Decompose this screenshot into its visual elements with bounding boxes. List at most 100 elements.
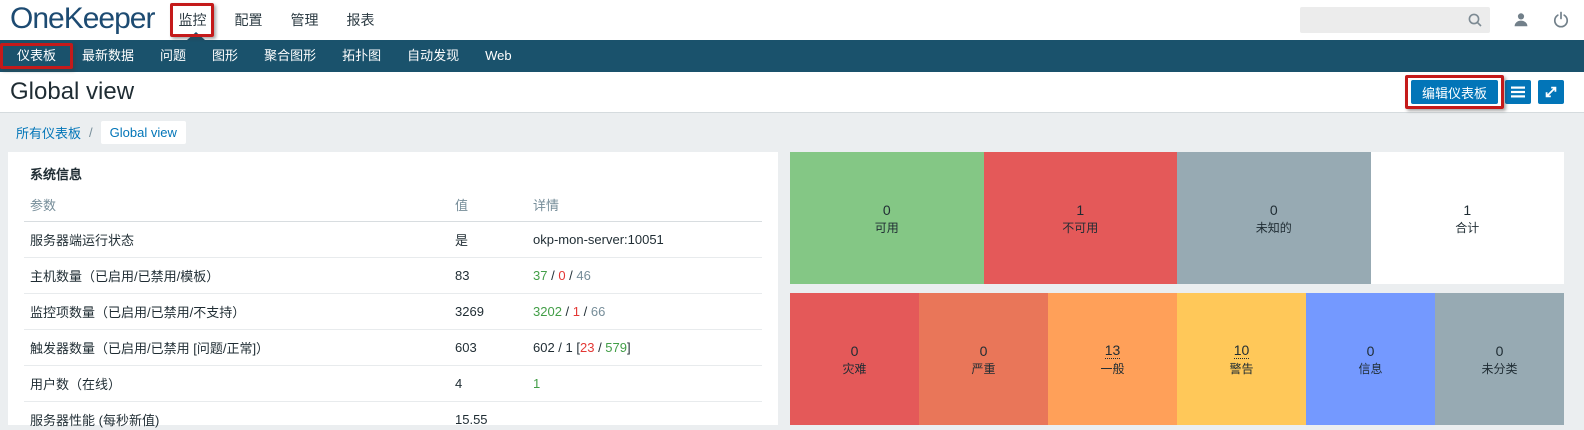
subnav-problems[interactable]: 问题 <box>147 40 199 72</box>
nav-monitoring[interactable]: 监控 <box>170 3 215 37</box>
severity-count: 0 <box>1495 342 1504 359</box>
detail-separator: / <box>594 340 606 355</box>
column-parameter: 参数 <box>24 189 449 222</box>
row-param: 服务器性能 (每秒新值) <box>24 401 449 430</box>
subnav-problems-label: 问题 <box>160 48 187 63</box>
table-row: 主机数量（已启用/已禁用/模板） 83 37 / 0 / 46 <box>24 257 762 294</box>
severity-cell-disaster: 0 灾难 <box>790 293 919 425</box>
detail-segment: 602 / 1 [ <box>533 340 580 355</box>
breadcrumb-current[interactable]: Global view <box>100 121 186 144</box>
subnav-screens-label: 聚合图形 <box>264 48 317 63</box>
avail-count: 0 <box>882 201 891 218</box>
title-actions: 编辑仪表板 <box>1404 75 1564 109</box>
expand-icon <box>1544 85 1558 99</box>
search-wrap <box>1300 7 1490 33</box>
row-param: 用户数（在线） <box>24 365 449 402</box>
avail-label: 不可用 <box>1062 220 1099 235</box>
avail-cell-unknown: 0 未知的 <box>1177 152 1371 284</box>
logout-icon[interactable] <box>1552 11 1570 29</box>
row-param: 服务器端运行状态 <box>24 221 449 258</box>
nav-administration[interactable]: 管理 <box>290 10 318 30</box>
subnav-dashboard-label: 仪表板 <box>17 48 57 63</box>
severity-count: 0 <box>850 342 859 359</box>
severity-cell-warning: 10 警告 <box>1177 293 1306 425</box>
system-info-table: 参数 值 详情 服务器端运行状态 是 okp-mon-server:10051 … <box>24 189 762 430</box>
dashboard-menu-button[interactable] <box>1505 80 1531 104</box>
title-bar: Global view 编辑仪表板 <box>0 72 1584 113</box>
table-header-row: 参数 值 详情 <box>24 189 762 222</box>
active-nav-pointer <box>187 32 205 40</box>
row-value: 603 <box>449 329 527 366</box>
column-value: 值 <box>449 189 527 222</box>
detail-segment: 23 <box>579 340 595 355</box>
row-value: 4 <box>449 365 527 402</box>
table-row: 用户数（在线） 4 1 <box>24 365 762 402</box>
subnav-web-label: Web <box>485 48 512 63</box>
subnav-maps[interactable]: 拓扑图 <box>329 40 394 72</box>
fullscreen-button[interactable] <box>1538 80 1564 104</box>
detail-segment: 0 <box>558 268 566 283</box>
breadcrumb-all-dashboards[interactable]: 所有仪表板 <box>16 126 82 141</box>
edit-dashboard-button[interactable]: 编辑仪表板 <box>1404 75 1504 109</box>
severity-cell-information: 0 信息 <box>1306 293 1435 425</box>
detail-segment: 66 <box>590 304 606 319</box>
avail-cell-unavailable: 1 不可用 <box>983 152 1177 284</box>
severity-label: 灾难 <box>842 361 867 376</box>
subnav-dashboard[interactable]: 仪表板 <box>0 40 74 72</box>
detail-segment: ] <box>627 340 631 355</box>
row-value: 83 <box>449 257 527 294</box>
severity-count-link[interactable]: 10 <box>1233 342 1250 359</box>
search-input[interactable] <box>1300 7 1490 33</box>
row-param: 主机数量（已启用/已禁用/模板） <box>24 257 449 294</box>
page-title: Global view <box>10 78 135 105</box>
severity-label: 一般 <box>1100 362 1125 376</box>
subnav-maps-label: 拓扑图 <box>342 48 382 63</box>
breadcrumb-separator: / <box>89 125 93 140</box>
severity-label: 警告 <box>1229 362 1254 376</box>
avail-count: 0 <box>1269 201 1278 218</box>
subnav-screens[interactable]: 聚合图形 <box>251 40 329 72</box>
detail-segment: 37 <box>533 268 548 283</box>
severity-count: 0 <box>979 342 988 359</box>
nav-configuration-label: 配置 <box>234 12 263 28</box>
table-row: 触发器数量（已启用/已禁用 [问题/正常]） 603 602 / 1 [23 /… <box>24 329 762 366</box>
subnav-graphs[interactable]: 图形 <box>199 40 251 72</box>
detail-segment: 579 <box>605 340 627 355</box>
column-details: 详情 <box>527 189 762 222</box>
avail-cell-total: 1 合计 <box>1370 152 1564 284</box>
edit-dashboard-label: 编辑仪表板 <box>1421 85 1487 101</box>
detail-separator: / <box>565 268 577 283</box>
search-icon[interactable] <box>1467 12 1483 28</box>
subnav-graphs-label: 图形 <box>212 48 239 63</box>
system-info-title: 系统信息 <box>30 167 83 182</box>
subnav-latest-data[interactable]: 最新数据 <box>69 40 147 72</box>
avail-count: 1 <box>1463 201 1472 218</box>
nav-reports[interactable]: 报表 <box>346 10 374 30</box>
avail-label: 可用 <box>874 220 899 235</box>
detail-segment: 46 <box>576 268 591 283</box>
severity-count-link[interactable]: 13 <box>1104 342 1121 359</box>
user-icon[interactable] <box>1512 11 1530 29</box>
table-row: 服务器端运行状态 是 okp-mon-server:10051 <box>24 221 762 258</box>
header-right <box>1300 7 1570 33</box>
breadcrumb: 所有仪表板 / Global view <box>0 113 1584 152</box>
subnav-web[interactable]: Web <box>472 40 525 72</box>
subnav-discovery[interactable]: 自动发现 <box>394 40 472 72</box>
top-nav: 监控 配置 管理 报表 <box>170 3 374 37</box>
detail-separator: / <box>547 268 559 283</box>
severity-cell-high: 0 严重 <box>919 293 1048 425</box>
severity-label: 信息 <box>1358 361 1383 376</box>
widget-host-availability: 0 可用 1 不可用 0 未知的 1 合计 <box>790 152 1564 284</box>
table-row: 服务器性能 (每秒新值) 15.55 <box>24 401 762 430</box>
detail-separator: / <box>580 304 591 319</box>
detail-segment: okp-mon-server:10051 <box>533 232 664 247</box>
severity-cell-average: 13 一般 <box>1048 293 1177 425</box>
detail-separator: / <box>561 304 573 319</box>
row-details-empty <box>527 401 762 430</box>
sub-nav: 仪表板 最新数据 问题 图形 聚合图形 拓扑图 自动发现 Web <box>0 32 1584 72</box>
right-column: 0 可用 1 不可用 0 未知的 1 合计 0 灾难 0 严重 <box>790 152 1564 426</box>
severity-count: 0 <box>1366 342 1375 359</box>
dashboard-grid: 系统信息 参数 值 详情 服务器端运行状态 是 okp-mon-server:1… <box>0 152 1584 430</box>
row-param: 监控项数量（已启用/已禁用/不支持） <box>24 293 449 330</box>
nav-configuration[interactable]: 配置 <box>234 10 262 30</box>
